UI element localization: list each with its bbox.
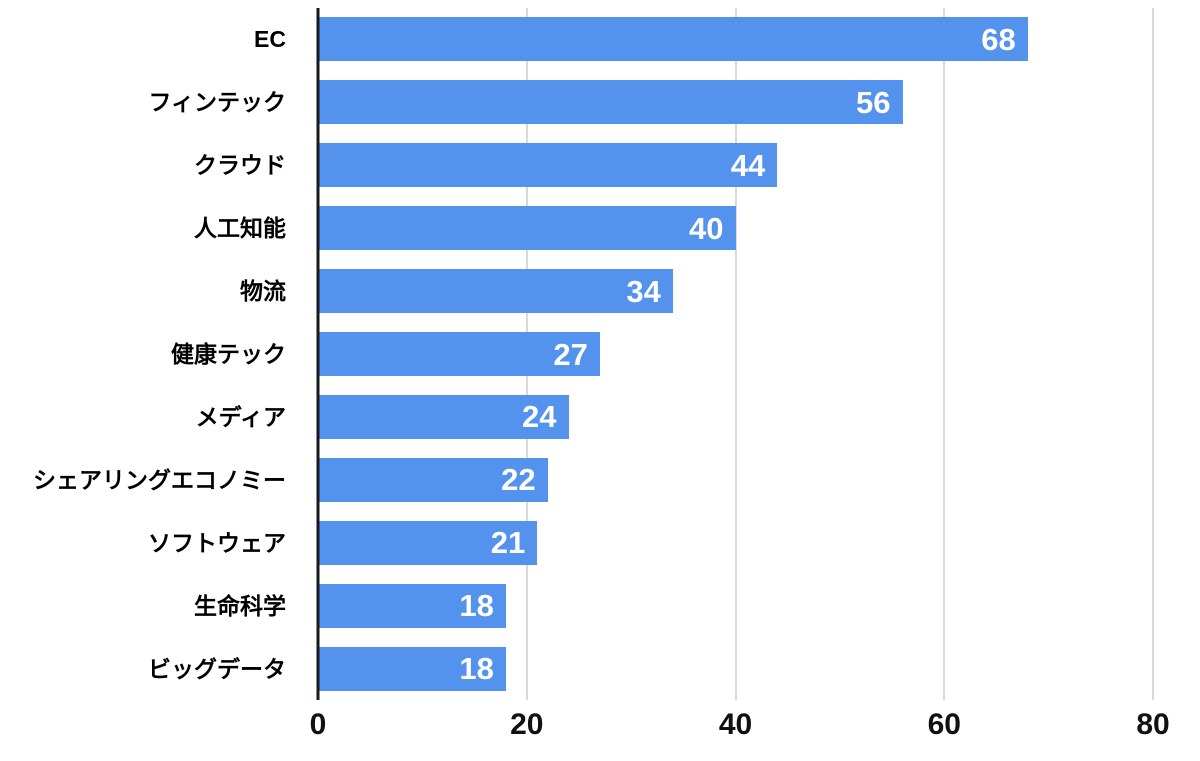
x-tick-label: 0 (309, 708, 327, 741)
category-label: シェアリングエコノミー (33, 466, 286, 493)
bar: 68 (318, 17, 1028, 62)
bar-value-label: 40 (689, 210, 724, 246)
x-axis: 0 20 40 60 80 (310, 702, 1170, 757)
plot-area: 68 56 44 40 34 27 24 22 21 18 18 (316, 8, 1154, 700)
bar-value-label: 34 (626, 273, 661, 309)
bar-value-label: 18 (459, 588, 494, 624)
bar: 24 (318, 394, 569, 439)
bar: 21 (318, 520, 538, 565)
x-tick-label: 80 (1136, 708, 1170, 741)
y-axis-line (316, 8, 320, 700)
bar-value-label: 22 (501, 462, 536, 498)
bar-value-label: 44 (730, 147, 766, 183)
bar-value-label: 21 (490, 525, 526, 561)
bar: 44 (318, 143, 778, 188)
x-tick-label: 60 (927, 708, 961, 741)
bar: 22 (318, 457, 548, 502)
bar-value-label: 27 (553, 336, 588, 372)
category-labels-column: EC フィンテッククラウド人工知能物流健康テックメディアシェアリングエコノミーソフ… (0, 8, 302, 700)
category-label: 健康テック (171, 341, 286, 367)
category-label: ソフトウェア (148, 529, 286, 556)
category-label: クラウド (194, 152, 286, 179)
bar-value-label: 24 (522, 399, 557, 435)
x-tick-label: 40 (718, 708, 753, 741)
category-label: フィンテック (148, 89, 286, 116)
category-label: 生命科学 (194, 592, 286, 619)
category-label: 物流 (240, 278, 286, 305)
category-label: ビッグデータ (148, 655, 286, 682)
category-label: メディア (195, 403, 286, 430)
bar: 56 (318, 80, 903, 125)
bar: 34 (318, 269, 673, 314)
category-label: 人工知能 (194, 215, 286, 242)
category-label: EC (254, 26, 286, 53)
bar-value-label: 18 (459, 651, 494, 687)
bar: 18 (318, 583, 506, 628)
gridline (943, 8, 946, 700)
bar-value-label: 68 (981, 21, 1016, 57)
gridline (1152, 8, 1154, 700)
gridline (734, 8, 737, 700)
bar-value-label: 56 (856, 84, 891, 120)
bar: 40 (318, 206, 736, 251)
x-tick-label: 20 (510, 708, 544, 741)
bar: 18 (318, 646, 506, 691)
bar: 27 (318, 332, 600, 376)
